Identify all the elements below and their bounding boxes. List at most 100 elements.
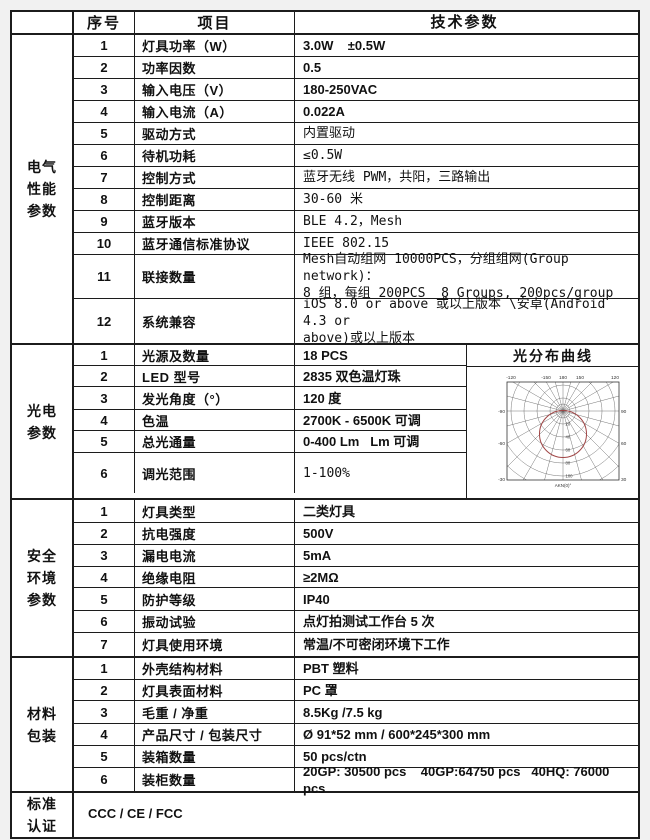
row-item: 光源及数量 — [135, 345, 295, 365]
table-row: 3 输入电压（V） 180-250VAC — [74, 79, 638, 101]
category-header-cell — [12, 12, 74, 33]
row-no: 7 — [74, 633, 135, 656]
row-no: 5 — [74, 588, 135, 610]
polar-curve-svg: -120 -150 180 150 120 -90 -60 -30 90 60 30 20 40 60 80… — [498, 375, 627, 488]
table-row: 10 蓝牙通信标准协议 IEEE 802.15 — [74, 233, 638, 255]
row-value: 0-400 Lm Lm 可调 — [303, 434, 420, 449]
table-row: 5 防护等级 IP40 — [74, 588, 638, 611]
category-cell: 标准 认证 — [12, 793, 74, 837]
row-value: 180-250VAC — [303, 82, 378, 97]
row-no: 6 — [74, 145, 135, 166]
table-row: 4 色温 2700K - 6500K 可调 — [74, 410, 466, 431]
table-row: 2 LED 型号 2835 双色温灯珠 — [74, 366, 466, 387]
column-header-item: 项目 — [135, 12, 295, 33]
row-item: 抗电强度 — [135, 523, 295, 544]
row-value: IP40 — [303, 591, 330, 607]
svg-text:-150: -150 — [541, 375, 551, 381]
row-value: 点灯拍测试工作台 5 次 — [303, 614, 435, 629]
svg-text:20: 20 — [566, 422, 571, 427]
svg-text:40: 40 — [566, 435, 571, 440]
row-item: 振动试验 — [135, 611, 295, 632]
table-row: 6 调光范围 1-100% — [74, 453, 466, 493]
table-row: 3 漏电电流 5mA — [74, 545, 638, 567]
row-no: 6 — [74, 768, 135, 791]
row-no: 2 — [74, 523, 135, 544]
header-rows: 序号 项目 技术参数 — [74, 12, 638, 33]
row-value: 0.022A — [303, 104, 345, 119]
category-label: 认证 — [27, 818, 57, 834]
row-value: iOS 8.0 or above 或以上版本 \安卓(Android 4.3 o… — [303, 296, 606, 346]
row-value: 120 度 — [303, 390, 342, 406]
row-item: 装柜数量 — [135, 768, 295, 791]
table-row: 4 绝缘电阻 ≥2MΩ — [74, 567, 638, 588]
row-value: IEEE 802.15 — [303, 236, 390, 251]
header-row: 序号 项目 技术参数 — [74, 12, 638, 33]
row-item: 灯具使用环境 — [135, 633, 295, 656]
table-row: 9 蓝牙版本 BLE 4.2，Mesh — [74, 211, 638, 233]
row-value: 3.0W ±0.5W — [303, 38, 386, 53]
svg-text:100: 100 — [566, 474, 574, 479]
row-value: ≥2MΩ — [303, 569, 339, 585]
row-item: 蓝牙版本 — [135, 211, 295, 232]
row-no: 3 — [74, 79, 135, 100]
light-distribution-title: 光分布曲线 — [467, 345, 639, 367]
row-item: 系统兼容 — [135, 299, 295, 343]
row-no: 10 — [74, 233, 135, 254]
row-value: 1-100% — [303, 465, 350, 481]
row-no: 9 — [74, 211, 135, 232]
row-no: 1 — [74, 500, 135, 522]
spec-section: 材料 包装 1 外壳结构材料 PBT 塑料 2 灯具表面材料 PC 罩 3 毛重 / 净重 8.5K… — [12, 658, 638, 796]
category-cell: 材料 包装 — [12, 658, 74, 791]
row-no: 6 — [74, 611, 135, 632]
row-value: ≤0.5W — [303, 148, 343, 163]
svg-text:60: 60 — [621, 441, 627, 447]
row-item: 外壳结构材料 — [135, 658, 295, 679]
table-row: 1 灯具功率（W） 3.0W ±0.5W — [74, 35, 638, 57]
row-no: 2 — [74, 680, 135, 700]
spec-section: 标准 认证 CCC / CE / FCC — [12, 793, 638, 837]
row-value: 50 pcs/ctn — [303, 749, 367, 764]
row-item: 灯具功率（W） — [135, 35, 295, 56]
row-value: Ø 91*52 mm / 600*245*300 mm — [303, 727, 491, 742]
row-no: 3 — [74, 545, 135, 566]
section-rows: 1 光源及数量 18 PCS 2 LED 型号 2835 双色温灯珠 3 发光角度（°） 120… — [74, 345, 466, 498]
row-value: PC 罩 — [303, 682, 338, 698]
row-no: 4 — [74, 410, 135, 430]
row-no: 6 — [74, 453, 135, 493]
svg-text:AKN(0)°: AKN(0)° — [555, 483, 572, 488]
row-value: 2700K - 6500K 可调 — [303, 412, 421, 428]
section-rows: 1 外壳结构材料 PBT 塑料 2 灯具表面材料 PC 罩 3 毛重 / 净重 8.5Kg /7… — [74, 658, 638, 796]
row-item: 输入电流（A） — [135, 101, 295, 122]
row-item: 调光范围 — [135, 453, 295, 493]
row-item: 输入电压（V） — [135, 79, 295, 100]
table-row: 1 光源及数量 18 PCS — [74, 345, 466, 366]
row-no: 4 — [74, 567, 135, 587]
row-no: 1 — [74, 345, 135, 365]
table-row: 1 灯具类型 二类灯具 — [74, 500, 638, 523]
row-value: PBT 塑料 — [303, 661, 359, 676]
row-no: 5 — [74, 431, 135, 452]
spec-table: 序号 项目 技术参数 电气 性能 参数 1 灯具功率（W） 3.0W ±0.5W 2 功率因数… — [10, 10, 640, 839]
certification-value: CCC / CE / FCC — [88, 805, 183, 821]
row-value: 30-60 米 — [303, 192, 363, 207]
svg-text:-120: -120 — [506, 375, 516, 381]
row-no: 2 — [74, 57, 135, 78]
svg-text:80: 80 — [566, 461, 571, 466]
svg-text:60: 60 — [566, 448, 571, 453]
column-header-no: 序号 — [74, 12, 135, 33]
category-label: 包装 — [27, 727, 57, 744]
row-no: 12 — [74, 299, 135, 343]
row-no: 4 — [74, 101, 135, 122]
row-item: 装箱数量 — [135, 746, 295, 767]
table-row: 4 产品尺寸 / 包装尺寸 Ø 91*52 mm / 600*245*300 mm — [74, 724, 638, 746]
row-item: 发光角度（°） — [135, 387, 295, 409]
column-header-param: 技术参数 — [430, 14, 499, 31]
table-row: 11 联接数量 Mesh自动组网 10000PCS，分组组网(Group netwo… — [74, 252, 638, 301]
spec-section: 光电 参数 1 光源及数量 18 PCS 2 LED 型号 2835 双色温灯珠 3 发光角度（°… — [12, 345, 639, 500]
row-item: 毛重 / 净重 — [135, 701, 295, 723]
category-cell: 电气 性能 参数 — [12, 35, 74, 343]
row-item: 绝缘电阻 — [135, 567, 295, 587]
row-item: LED 型号 — [135, 366, 295, 386]
section-rows: 1 灯具类型 二类灯具 2 抗电强度 500V 3 漏电电流 5mA 4 绝缘电阻 ≥2MΩ 5 防护等级… — [74, 500, 638, 656]
row-value: 18 PCS — [303, 347, 348, 363]
